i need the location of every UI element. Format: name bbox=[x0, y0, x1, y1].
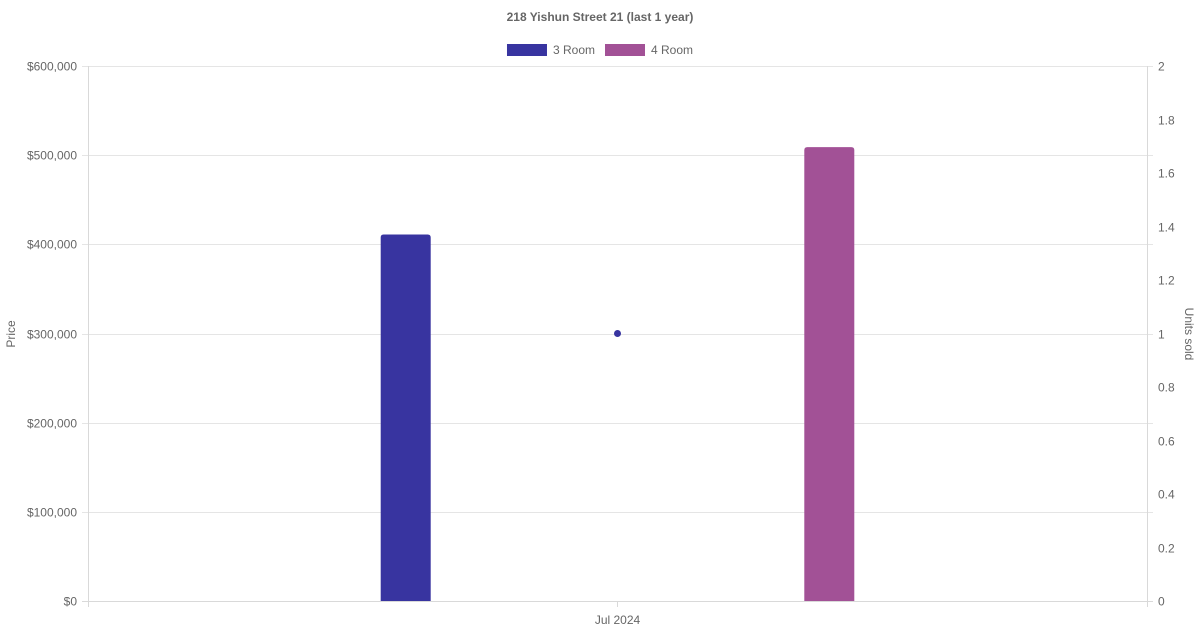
y-right-tick-label: 0.6 bbox=[1158, 435, 1175, 449]
y-left-tick-label: $300,000 bbox=[27, 328, 77, 342]
points bbox=[614, 330, 621, 337]
y-right-tick-label: 2 bbox=[1158, 60, 1165, 74]
bar-4-room bbox=[804, 147, 855, 601]
y-left-tick-label: $200,000 bbox=[27, 417, 77, 431]
y-right-tick-label: 0.4 bbox=[1158, 488, 1175, 502]
legend-swatch bbox=[506, 44, 547, 56]
y-axis-left-title: Price bbox=[4, 320, 18, 348]
y-right-tick-label: 0 bbox=[1158, 595, 1165, 609]
y-right-tick-label: 1.8 bbox=[1158, 114, 1175, 128]
legend-swatch bbox=[605, 44, 645, 56]
bars bbox=[380, 147, 855, 601]
x-axis-ticks: Jul 2024 bbox=[595, 613, 641, 627]
right-axis-ticks: 0 0.2 0.4 0.6 0.8 1 1.2 1.4 1.6 1.8 2 bbox=[1158, 60, 1175, 609]
y-right-tick-label: 0.2 bbox=[1158, 542, 1175, 556]
y-left-tick-label: $100,000 bbox=[27, 506, 77, 520]
y-right-tick-label: 1.4 bbox=[1158, 221, 1175, 235]
y-left-tick-label: $400,000 bbox=[27, 238, 77, 252]
y-left-tick-label: $600,000 bbox=[27, 60, 77, 74]
y-right-tick-label: 1 bbox=[1158, 328, 1165, 342]
y-right-tick-label: 1.2 bbox=[1158, 274, 1175, 288]
x-tick-label: Jul 2024 bbox=[595, 613, 641, 627]
left-axis-ticks: $0 $100,000 $200,000 $300,000 $400,000 $500,0… bbox=[27, 60, 77, 609]
legend: 3 Room 4 Room bbox=[506, 43, 693, 57]
y-left-tick-label: $500,000 bbox=[27, 149, 77, 163]
y-right-tick-label: 1.6 bbox=[1158, 167, 1175, 181]
grid bbox=[82, 66, 1153, 607]
y-right-tick-label: 0.8 bbox=[1158, 381, 1175, 395]
bar-3-room bbox=[380, 234, 431, 601]
chart-title: 218 Yishun Street 21 (last 1 year) bbox=[507, 10, 694, 24]
y-left-tick-label: $0 bbox=[64, 595, 78, 609]
legend-label: 3 Room bbox=[553, 43, 595, 57]
y-axis-right-title: Units sold bbox=[1182, 308, 1196, 361]
legend-label: 4 Room bbox=[651, 43, 693, 57]
units-sold-point bbox=[614, 330, 621, 337]
